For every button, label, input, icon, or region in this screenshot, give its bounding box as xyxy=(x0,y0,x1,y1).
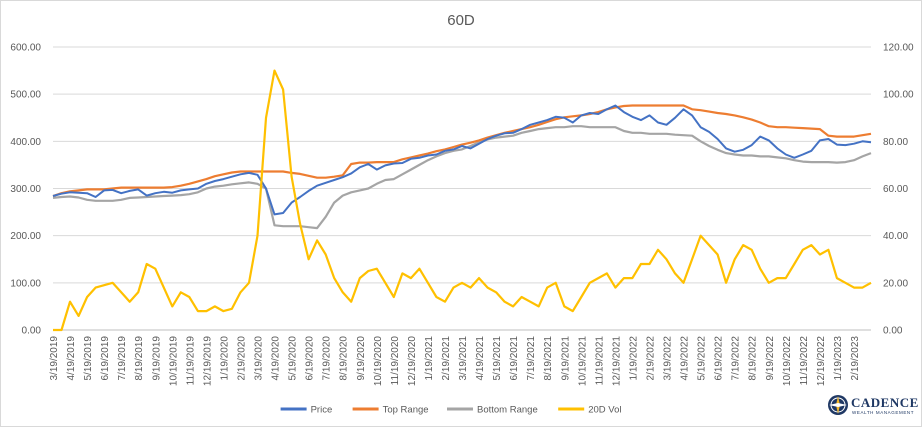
x-tick-label: 11/19/2019 xyxy=(185,336,196,386)
x-tick-label: 9/19/2021 xyxy=(560,336,571,381)
brand-tagline: WEALTH MANAGEMENT xyxy=(852,410,915,415)
y-right-tick-label: 0.00 xyxy=(883,326,903,337)
y-left-tick-label: 400.00 xyxy=(10,137,41,148)
x-tick-label: 6/19/2019 xyxy=(100,336,111,381)
x-tick-label: 8/19/2019 xyxy=(134,336,145,381)
x-tick-label: 11/19/2020 xyxy=(390,336,401,386)
x-tick-label: 3/19/2019 xyxy=(49,336,60,381)
x-tick-label: 2/19/2021 xyxy=(441,336,452,381)
x-tick-label: 3/19/2020 xyxy=(254,336,265,381)
y-left-tick-label: 0.00 xyxy=(22,326,42,337)
x-tick-label: 10/19/2022 xyxy=(782,336,793,386)
y-right-tick-label: 60.00 xyxy=(883,184,908,195)
x-tick-label: 5/19/2020 xyxy=(288,336,299,381)
x-tick-label: 1/19/2021 xyxy=(424,336,435,381)
y-right-tick-label: 100.00 xyxy=(883,90,914,101)
legend-label: Price xyxy=(311,405,333,416)
y-left-tick-label: 500.00 xyxy=(10,90,41,101)
series-line-top-range xyxy=(52,104,872,198)
x-tick-label: 2/19/2020 xyxy=(236,336,247,381)
x-tick-label: 2/19/2022 xyxy=(645,336,656,381)
y-right-tick-label: 80.00 xyxy=(883,137,908,148)
x-tick-label: 10/19/2019 xyxy=(168,336,179,386)
legend-label: Bottom Range xyxy=(477,405,538,416)
y-right-tick-label: 120.00 xyxy=(883,43,914,54)
y-right-tick-label: 20.00 xyxy=(883,278,908,289)
x-tick-label: 4/19/2019 xyxy=(66,336,77,381)
x-tick-label: 6/19/2020 xyxy=(305,336,316,381)
x-tick-label: 4/19/2022 xyxy=(680,336,691,381)
x-tick-label: 10/19/2020 xyxy=(373,336,384,386)
x-tick-label: 1/19/2023 xyxy=(833,336,844,381)
legend: Price Top Range Bottom Range 20D Vol xyxy=(280,405,621,416)
x-tick-label: 8/19/2020 xyxy=(339,336,350,381)
chart-title: 60D xyxy=(447,12,475,29)
x-tick-label: 11/19/2022 xyxy=(799,336,810,386)
series-line-20d-vol xyxy=(53,69,872,332)
x-tick-label: 11/19/2021 xyxy=(594,336,605,386)
x-tick-label: 9/19/2019 xyxy=(151,336,162,381)
legend-item: Top Range xyxy=(352,405,429,416)
x-tick-label: 7/19/2020 xyxy=(322,336,333,381)
x-tick-label: 4/19/2021 xyxy=(475,336,486,381)
y-left-tick-label: 300.00 xyxy=(10,184,41,195)
y-left-tick-label: 100.00 xyxy=(10,278,41,289)
x-tick-label: 2/19/2023 xyxy=(850,336,861,381)
x-tick-label: 4/19/2020 xyxy=(271,336,282,381)
x-tick-label: 12/19/2019 xyxy=(202,336,213,386)
y-left-tick-label: 200.00 xyxy=(10,231,41,242)
x-tick-label: 12/19/2021 xyxy=(611,336,622,386)
x-tick-label: 5/19/2019 xyxy=(83,336,94,381)
legend-label: Top Range xyxy=(383,405,429,416)
x-tick-label: 7/19/2022 xyxy=(731,336,742,381)
x-tick-label: 9/19/2022 xyxy=(765,336,776,381)
cadence-logo: CADENCE WEALTH MANAGEMENT xyxy=(827,394,918,418)
x-tick-label: 1/19/2020 xyxy=(219,336,230,381)
x-tick-label: 3/19/2022 xyxy=(663,336,674,381)
x-tick-label: 6/19/2021 xyxy=(509,336,520,381)
x-tick-label: 12/19/2020 xyxy=(407,336,418,386)
series-lines xyxy=(52,69,872,332)
series-line-price xyxy=(52,104,872,216)
compass-globe-icon xyxy=(828,395,848,415)
x-tick-label: 8/19/2021 xyxy=(543,336,554,381)
x-axis-ticks: 3/19/2019 4/19/2019 5/19/2019 6/19/2019 7/19… xyxy=(49,336,861,386)
x-tick-label: 5/19/2022 xyxy=(697,336,708,381)
y-left-tick-label: 600.00 xyxy=(10,43,41,54)
legend-item: Price xyxy=(280,405,333,416)
legend-item: 20D Vol xyxy=(558,405,621,416)
series-line-bottom-range xyxy=(52,125,872,230)
x-tick-label: 7/19/2021 xyxy=(526,336,537,381)
legend-item: Bottom Range xyxy=(447,405,538,416)
x-tick-label: 3/19/2021 xyxy=(458,336,469,381)
y-right-tick-label: 40.00 xyxy=(883,231,908,242)
x-tick-label: 12/19/2022 xyxy=(816,336,827,386)
x-tick-label: 9/19/2020 xyxy=(356,336,367,381)
x-tick-label: 6/19/2022 xyxy=(714,336,725,381)
x-tick-label: 8/19/2022 xyxy=(748,336,759,381)
x-tick-label: 7/19/2019 xyxy=(117,336,128,381)
right-axis-ticks: 0.00 20.00 40.00 60.00 80.00 100.00 120.00 xyxy=(883,43,914,337)
brand-name: CADENCE xyxy=(851,395,919,410)
left-axis-ticks: 0.00 100.00 200.00 300.00 400.00 500.00 600.00 xyxy=(10,43,41,337)
x-tick-label: 10/19/2021 xyxy=(577,336,588,386)
legend-label: 20D Vol xyxy=(588,405,621,416)
x-tick-label: 5/19/2021 xyxy=(492,336,503,381)
x-tick-label: 1/19/2022 xyxy=(628,336,639,381)
gridlines xyxy=(53,46,871,331)
